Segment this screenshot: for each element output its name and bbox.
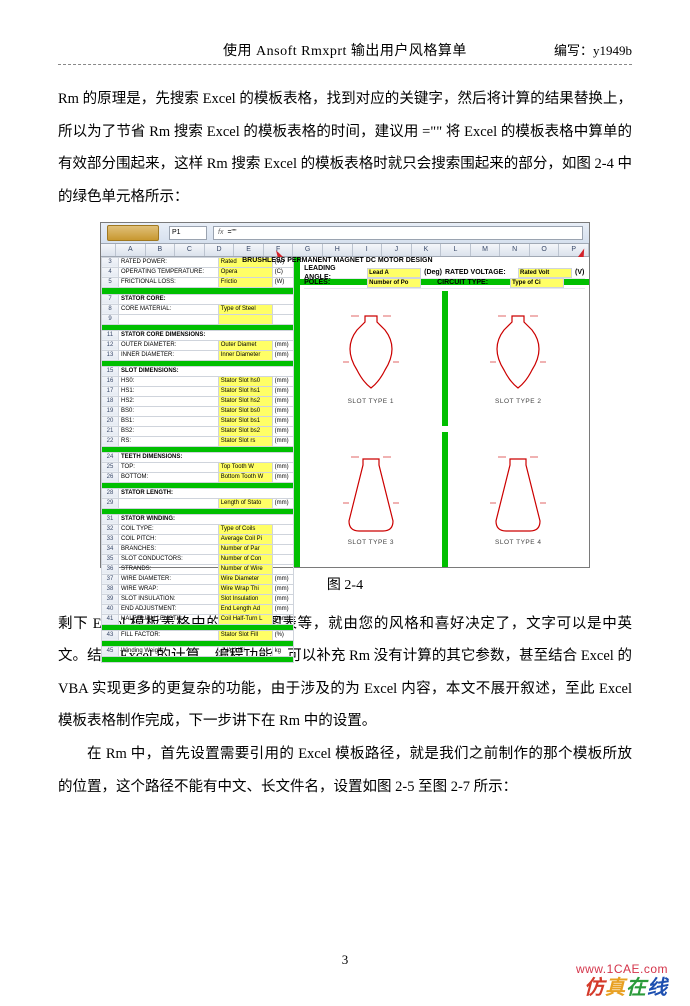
excel-toolbar: P1 fx="": [101, 223, 589, 244]
column-header: B: [146, 244, 176, 256]
column-header: L: [441, 244, 471, 256]
slot-diagram: SLOT TYPE 4: [448, 432, 589, 567]
page-header: 使用 Ansoft Rmxprt 输出用户风格算单: [58, 40, 632, 60]
column-header: K: [412, 244, 442, 256]
slot-diagram: SLOT TYPE 2: [448, 291, 589, 426]
column-header: D: [205, 244, 235, 256]
column-header: I: [353, 244, 383, 256]
column-header: O: [530, 244, 560, 256]
figure-2-4: P1 fx="" ABCDEFGHIJKLMNOP 3RATED POWER:R…: [100, 222, 590, 594]
paragraph-1: Rm 的原理是，先搜索 Excel 的模板表格，找到对应的关键字，然后将计算的结…: [58, 83, 632, 214]
column-header: C: [175, 244, 205, 256]
excel-screenshot: P1 fx="" ABCDEFGHIJKLMNOP 3RATED POWER:R…: [100, 222, 590, 568]
column-header: A: [116, 244, 146, 256]
column-header: J: [382, 244, 412, 256]
page-author: 编写：y1949b: [554, 40, 632, 59]
column-header: M: [471, 244, 501, 256]
ribbon-icon: [107, 225, 159, 241]
slot-diagram: SLOT TYPE 3: [300, 432, 441, 567]
sheet-right-panel: BRUSHLESS PERMANENT MAGNET DC MOTOR DESI…: [300, 257, 589, 567]
footer-brand: 仿真在线: [584, 971, 668, 1000]
sheet-body: 3RATED POWER:Rated(W)4OPERATING TEMPERAT…: [101, 257, 589, 567]
column-header: H: [323, 244, 353, 256]
paragraph-3: 在 Rm 中，首先设置需要引用的 Excel 模板路径，就是我们之前制作的那个模…: [58, 738, 632, 803]
formula-bar: fx="": [213, 226, 583, 240]
name-box: P1: [169, 226, 207, 240]
column-header: G: [293, 244, 323, 256]
column-header: N: [500, 244, 530, 256]
header-divider: [58, 64, 632, 65]
slot-diagram: SLOT TYPE 1: [300, 291, 441, 426]
column-header: E: [234, 244, 264, 256]
sheet-title-block: BRUSHLESS PERMANENT MAGNET DC MOTOR DESI…: [300, 257, 589, 285]
sheet-left-panel: 3RATED POWER:Rated(W)4OPERATING TEMPERAT…: [101, 257, 300, 567]
